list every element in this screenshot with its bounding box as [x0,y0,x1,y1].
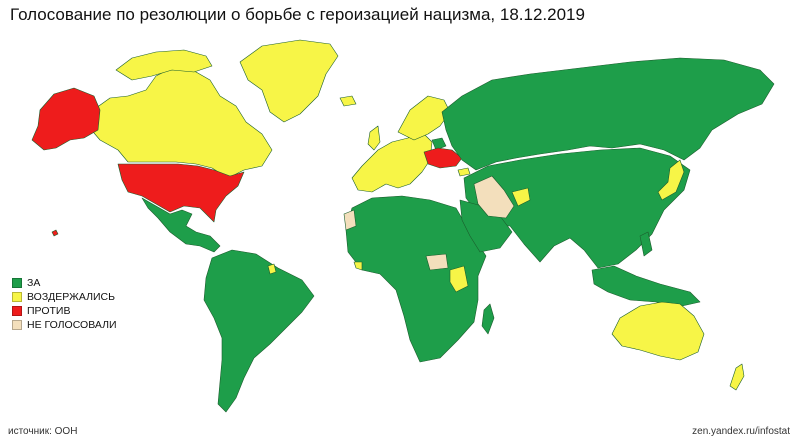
legend-swatch-abstain [12,292,22,302]
region-usa[interactable] [117,163,245,223]
legend-label-no-vote: НЕ ГОЛОСОВАЛИ [27,319,117,331]
legend-label-against: ПРОТИВ [27,305,71,317]
region-scandinavia[interactable] [397,95,451,141]
region-south-sudan[interactable] [425,253,449,271]
region-liberia[interactable] [353,261,363,271]
region-south-america[interactable] [203,249,315,413]
region-greenland[interactable] [239,39,339,123]
region-philippines[interactable] [639,231,653,257]
region-southeast-asia[interactable] [591,265,701,307]
credit-link[interactable]: zen.yandex.ru/infostat [692,426,790,437]
region-australia[interactable] [611,301,705,361]
region-europe[interactable] [351,131,433,193]
legend-item-no-vote: НЕ ГОЛОСОВАЛИ [12,318,117,332]
region-russia[interactable] [441,57,775,171]
region-madagascar[interactable] [481,303,495,335]
region-japan[interactable] [657,159,685,201]
map-legend: ЗА ВОЗДЕРЖАЛИСЬ ПРОТИВ НЕ ГОЛОСОВАЛИ [12,276,117,332]
region-canada[interactable] [87,65,273,179]
legend-item-abstain: ВОЗДЕРЖАЛИСЬ [12,290,117,304]
region-hawaii[interactable] [51,229,59,237]
source-note: источник: ООН [8,426,78,437]
region-iran[interactable] [473,175,515,219]
region-iceland[interactable] [339,95,357,107]
region-western-sahara[interactable] [343,209,357,231]
legend-swatch-against [12,306,22,316]
region-canada-islands[interactable] [115,49,213,81]
legend-item-for: ЗА [12,276,117,290]
region-kenya[interactable] [449,265,469,293]
region-belarus[interactable] [431,137,447,151]
region-french-guiana[interactable] [267,263,277,275]
legend-item-against: ПРОТИВ [12,304,117,318]
region-new-zealand[interactable] [729,363,745,391]
region-alaska[interactable] [31,87,101,151]
region-uk[interactable] [367,125,381,151]
map-title: Голосование по резолюции о борьбе с геро… [10,5,585,24]
region-mexico[interactable] [141,197,221,253]
region-afghanistan[interactable] [511,187,531,207]
legend-label-abstain: ВОЗДЕРЖАЛИСЬ [27,291,116,303]
legend-label-for: ЗА [27,277,41,289]
legend-swatch-for [12,278,22,288]
legend-swatch-no-vote [12,320,22,330]
region-ukraine[interactable] [423,147,463,169]
region-africa[interactable] [345,195,487,363]
region-georgia[interactable] [457,167,471,177]
